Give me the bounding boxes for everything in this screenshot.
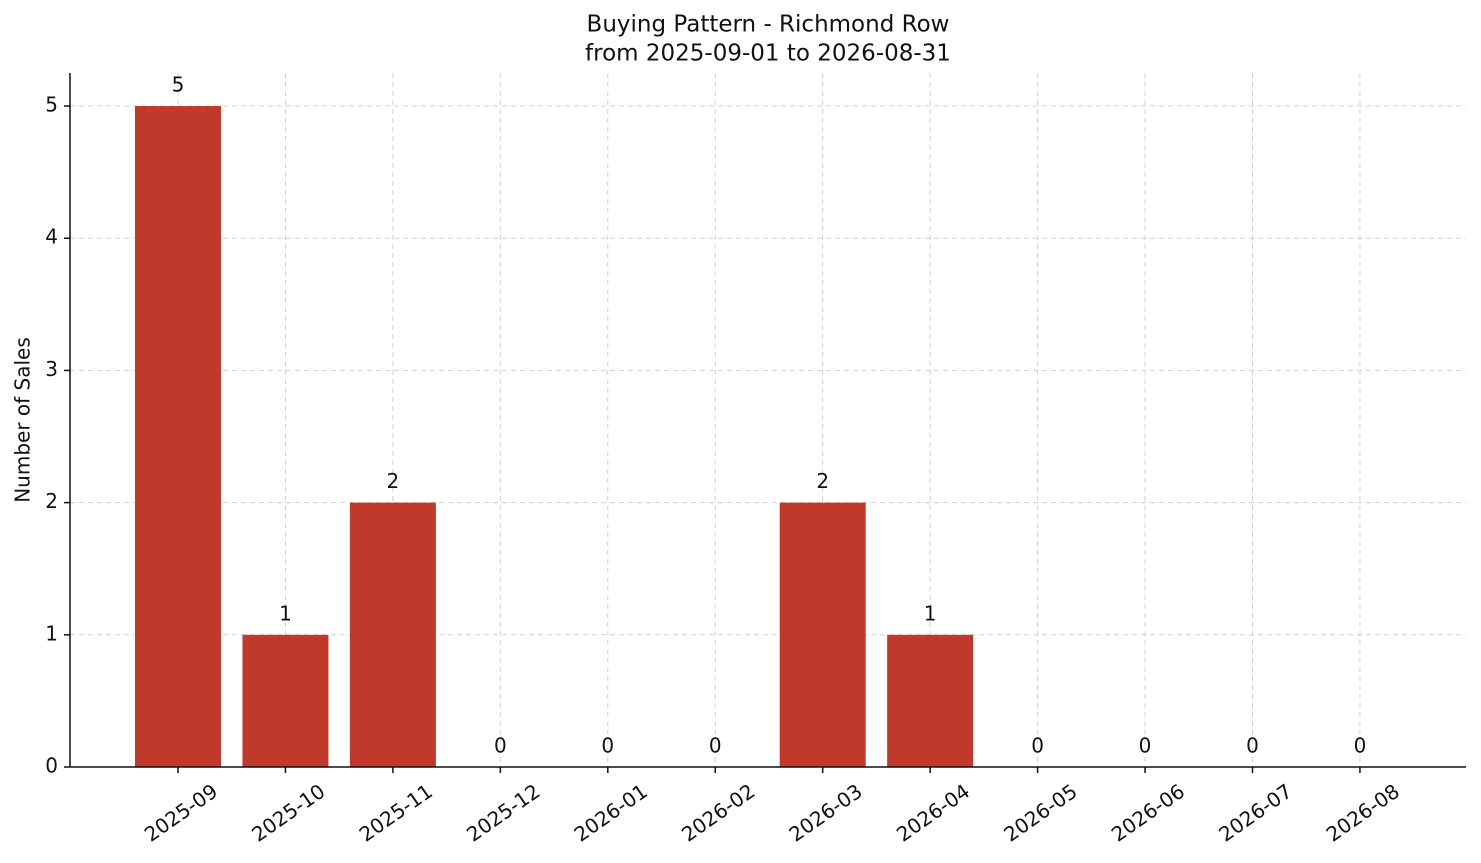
- y-tick-label: 5: [45, 93, 58, 117]
- y-tick-label: 1: [45, 621, 58, 645]
- x-tick-label: 2026-07: [1214, 779, 1296, 847]
- value-label: 0: [1246, 734, 1259, 758]
- value-label: 1: [924, 601, 937, 625]
- x-tick-label: 2025-12: [462, 779, 544, 847]
- x-tick-label: 2026-04: [892, 779, 974, 847]
- x-tick-label: 2026-06: [1107, 779, 1189, 847]
- y-axis-label: Number of Sales: [11, 337, 35, 503]
- bar: [135, 106, 221, 768]
- value-label: 0: [601, 734, 614, 758]
- x-tick-label: 2026-03: [784, 779, 866, 847]
- bar: [779, 502, 866, 767]
- x-tick-label: 2026-01: [570, 779, 652, 847]
- x-tick-label: 2026-08: [1322, 779, 1404, 847]
- value-label: 5: [172, 73, 185, 97]
- value-label: 2: [816, 469, 829, 493]
- y-tick-label: 0: [45, 754, 58, 778]
- bar: [349, 502, 436, 767]
- bar: [242, 634, 329, 767]
- value-label: 0: [709, 734, 722, 758]
- x-tick-label: 2026-05: [999, 779, 1081, 847]
- value-label: 0: [1031, 734, 1044, 758]
- x-tick-label: 2025-09: [140, 779, 222, 847]
- value-label: 0: [1139, 734, 1152, 758]
- y-tick-label: 2: [45, 489, 58, 513]
- bar: [887, 634, 974, 767]
- x-tick-label: 2025-11: [355, 779, 437, 847]
- value-label: 1: [279, 601, 292, 625]
- chart-subtitle: from 2025-09-01 to 2026-08-31: [585, 41, 951, 67]
- x-tick-label: 2026-02: [677, 779, 759, 847]
- x-tick-label: 2025-10: [247, 779, 329, 847]
- value-label: 0: [494, 734, 507, 758]
- y-tick-label: 3: [45, 357, 58, 381]
- chart-title: Buying Pattern - Richmond Row: [587, 12, 950, 38]
- value-label: 0: [1354, 734, 1367, 758]
- value-label: 2: [387, 469, 400, 493]
- y-tick-label: 4: [45, 225, 58, 249]
